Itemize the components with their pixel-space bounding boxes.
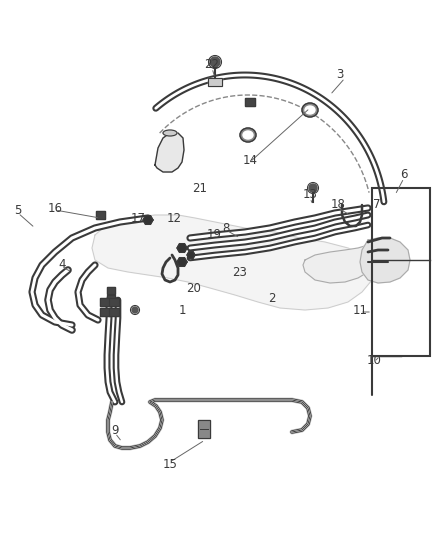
Text: 20: 20 [187, 281, 201, 295]
Polygon shape [187, 252, 195, 259]
Ellipse shape [243, 131, 253, 139]
Bar [96, 211, 105, 219]
Text: 15: 15 [162, 458, 177, 472]
Bar [100, 308, 110, 316]
Polygon shape [143, 216, 153, 224]
Text: 17: 17 [131, 212, 145, 224]
Ellipse shape [302, 103, 318, 117]
Circle shape [132, 307, 138, 313]
Polygon shape [177, 244, 187, 252]
Ellipse shape [163, 130, 177, 136]
Text: 9: 9 [111, 424, 119, 437]
Circle shape [210, 57, 220, 67]
Text: 8: 8 [223, 222, 230, 235]
Polygon shape [155, 133, 184, 172]
Polygon shape [177, 257, 187, 266]
Ellipse shape [305, 106, 315, 114]
Text: 6: 6 [400, 168, 408, 182]
Text: 12: 12 [166, 212, 181, 224]
Bar [107, 295, 115, 302]
Bar [245, 98, 255, 106]
Bar [372, 188, 430, 356]
Polygon shape [360, 238, 410, 283]
Bar [198, 420, 210, 438]
Text: 14: 14 [243, 154, 258, 166]
Bar [109, 298, 119, 306]
Bar [107, 295, 115, 302]
Text: 11: 11 [353, 303, 367, 317]
Bar [109, 308, 119, 316]
Text: 4: 4 [58, 259, 66, 271]
Text: 16: 16 [47, 201, 63, 214]
Text: 7: 7 [373, 198, 381, 212]
Bar [107, 287, 115, 294]
Bar [100, 298, 110, 306]
Bar [109, 308, 119, 316]
Bar [107, 287, 115, 294]
Text: 23: 23 [233, 266, 247, 279]
Bar [208, 78, 222, 86]
Circle shape [309, 184, 317, 192]
Text: 22: 22 [205, 59, 219, 71]
Text: 1: 1 [178, 303, 186, 317]
Bar [208, 78, 222, 86]
Polygon shape [303, 245, 378, 283]
Text: 10: 10 [367, 353, 381, 367]
Text: 5: 5 [14, 204, 22, 216]
Bar [96, 211, 105, 219]
Ellipse shape [240, 128, 256, 142]
Polygon shape [92, 215, 375, 310]
Text: 21: 21 [192, 182, 208, 195]
Bar [100, 308, 110, 316]
Bar [198, 420, 210, 438]
Bar [109, 298, 119, 306]
Text: 13: 13 [303, 189, 318, 201]
Text: 2: 2 [268, 292, 276, 304]
Text: 18: 18 [331, 198, 346, 212]
Text: 19: 19 [206, 229, 222, 241]
Text: 3: 3 [336, 69, 344, 82]
Bar [100, 298, 110, 306]
Bar [245, 98, 255, 106]
